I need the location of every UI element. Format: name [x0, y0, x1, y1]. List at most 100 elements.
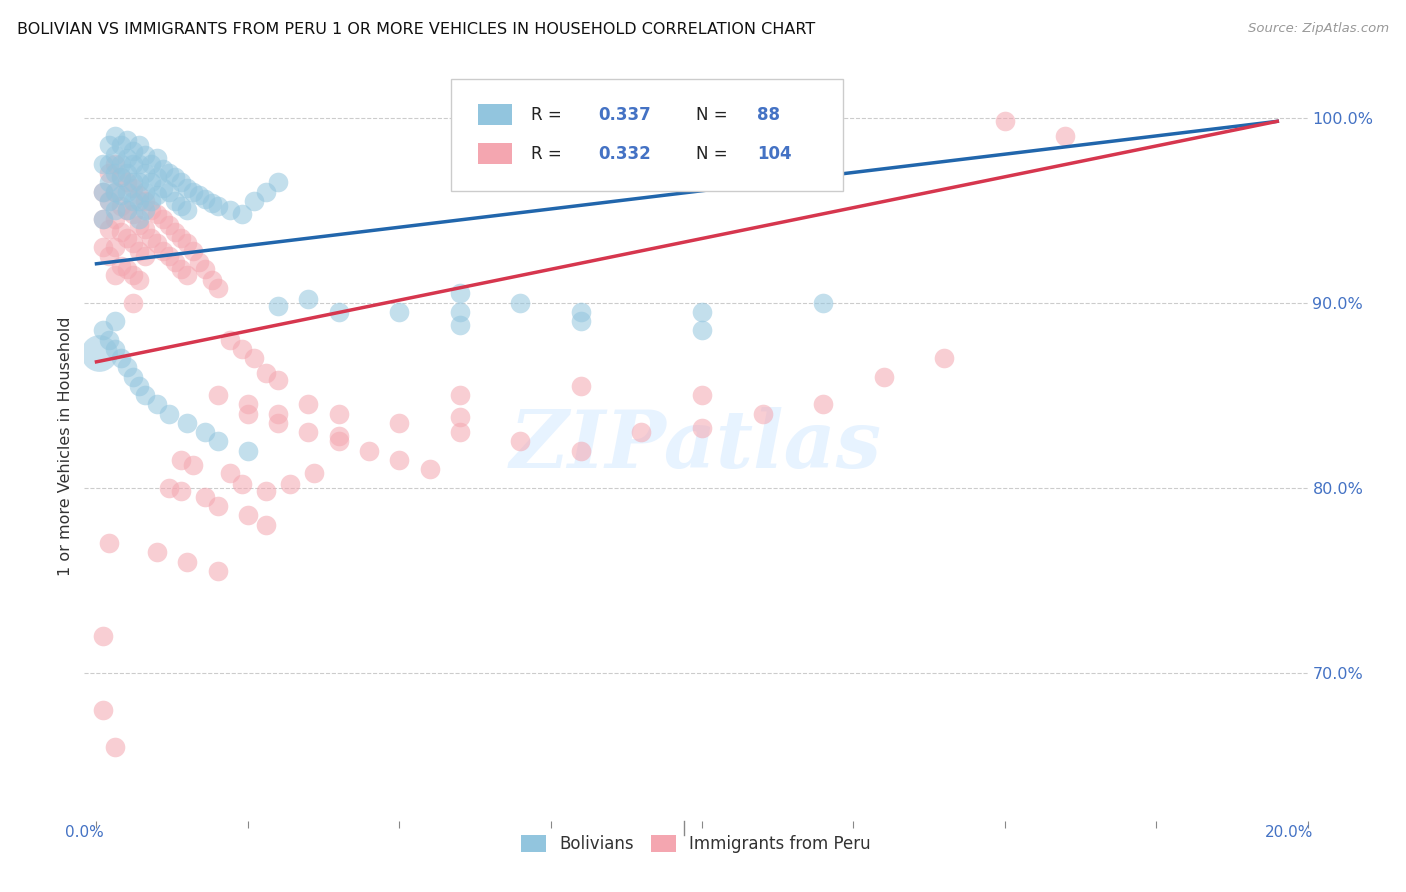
Point: [128, 379, 150, 393]
Point: [1054, 129, 1077, 144]
Point: [194, 192, 217, 206]
Point: [236, 397, 259, 411]
Point: [110, 199, 132, 213]
Point: [207, 199, 229, 213]
Point: [115, 203, 138, 218]
Point: [128, 175, 150, 189]
Text: 88: 88: [758, 106, 780, 124]
Point: [418, 462, 440, 476]
Point: [104, 314, 127, 328]
Point: [231, 207, 253, 221]
Point: [304, 466, 326, 480]
Point: [231, 342, 253, 356]
Point: [152, 181, 174, 195]
Point: [104, 147, 127, 161]
Point: [134, 147, 156, 161]
Point: [121, 236, 143, 251]
Point: [200, 273, 222, 287]
Point: [236, 407, 259, 421]
Point: [357, 443, 380, 458]
Text: 20.0%: 20.0%: [1265, 825, 1313, 840]
Point: [139, 157, 162, 171]
Point: [121, 144, 143, 158]
Point: [157, 407, 180, 421]
Point: [146, 151, 169, 165]
Point: [115, 360, 138, 375]
Point: [388, 305, 411, 319]
Point: [449, 286, 471, 301]
Point: [236, 508, 259, 523]
Point: [218, 333, 240, 347]
Point: [134, 194, 156, 208]
Point: [176, 555, 198, 569]
Point: [139, 194, 162, 208]
Point: [170, 453, 193, 467]
Point: [243, 351, 266, 365]
Point: [328, 434, 350, 449]
Point: [873, 369, 896, 384]
Point: [89, 345, 111, 359]
Point: [267, 373, 290, 387]
Point: [121, 181, 143, 195]
Point: [994, 114, 1017, 128]
Point: [449, 425, 471, 439]
Point: [254, 517, 277, 532]
Point: [146, 397, 169, 411]
Text: 0.332: 0.332: [598, 145, 651, 162]
Point: [104, 129, 127, 144]
Point: [297, 292, 319, 306]
Point: [134, 221, 156, 235]
Point: [170, 262, 193, 277]
Text: BOLIVIAN VS IMMIGRANTS FROM PERU 1 OR MORE VEHICLES IN HOUSEHOLD CORRELATION CHA: BOLIVIAN VS IMMIGRANTS FROM PERU 1 OR MO…: [17, 22, 815, 37]
Point: [751, 407, 773, 421]
Point: [139, 231, 162, 245]
Point: [91, 323, 114, 337]
Text: ZIPatlas: ZIPatlas: [510, 408, 882, 484]
Point: [170, 199, 193, 213]
Point: [170, 175, 193, 189]
Point: [115, 203, 138, 218]
Point: [146, 169, 169, 184]
Point: [152, 244, 174, 258]
Point: [121, 207, 143, 221]
Point: [104, 739, 127, 754]
Point: [110, 157, 132, 171]
Point: [97, 221, 120, 235]
Point: [110, 351, 132, 365]
Point: [176, 181, 198, 195]
Point: [134, 166, 156, 180]
Point: [170, 484, 193, 499]
Point: [183, 244, 205, 258]
Text: 0.0%: 0.0%: [65, 825, 104, 840]
Point: [449, 388, 471, 402]
Point: [207, 499, 229, 513]
Point: [128, 212, 150, 227]
Point: [115, 231, 138, 245]
Point: [165, 169, 187, 184]
Point: [267, 407, 290, 421]
Point: [104, 240, 127, 254]
Point: [91, 185, 114, 199]
Point: [97, 157, 120, 171]
Point: [157, 166, 180, 180]
Point: [509, 295, 531, 310]
Point: [297, 397, 319, 411]
Point: [139, 175, 162, 189]
Point: [110, 169, 132, 184]
Point: [267, 299, 290, 313]
Point: [254, 366, 277, 380]
Point: [110, 188, 132, 202]
Text: N =: N =: [696, 145, 733, 162]
FancyBboxPatch shape: [478, 144, 513, 164]
Point: [176, 203, 198, 218]
Point: [176, 268, 198, 282]
Point: [128, 244, 150, 258]
Point: [811, 397, 834, 411]
Point: [690, 305, 713, 319]
Point: [236, 443, 259, 458]
Point: [200, 195, 222, 210]
Point: [128, 157, 150, 171]
Point: [811, 295, 834, 310]
Point: [207, 281, 229, 295]
Point: [134, 249, 156, 263]
